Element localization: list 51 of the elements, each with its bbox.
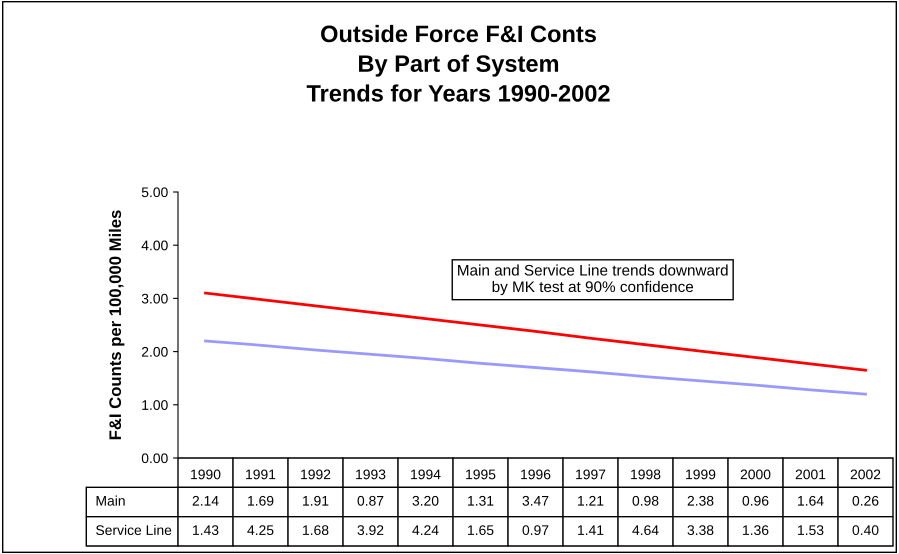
text: 1.64 — [798, 496, 824, 506]
text: 0.40 — [852, 525, 878, 536]
text: Service Line — [96, 524, 172, 536]
text: 3.38 — [688, 525, 714, 536]
x-tick-label: 1990 — [191, 469, 220, 480]
text: 4.24 — [412, 525, 439, 535]
y-tick-label: 0.00 — [142, 453, 168, 464]
x-tick-label: 1991 — [246, 469, 276, 480]
x-tick-label: 1993 — [356, 469, 386, 480]
annotation: Main and Service Line trends downward by MK test at 90% confidence — [458, 264, 728, 296]
y-tick-label: 5.00 — [142, 187, 168, 198]
chart-title: Outside Force F&I Conts By Part of System Trends for Years 1990-2002 — [306, 24, 610, 102]
x-tick-label: 2001 — [796, 469, 826, 480]
y-tick-label: 4.00 — [142, 240, 168, 250]
x-tick-label: 2000 — [740, 469, 770, 480]
text: Main — [96, 496, 125, 506]
text: 1.43 — [193, 525, 218, 536]
text: 1.36 — [743, 525, 768, 536]
y-tick-label: 3.00 — [142, 294, 168, 304]
x-tick-label: 1997 — [576, 469, 606, 480]
text: 2.38 — [688, 496, 714, 506]
text: 1.41 — [578, 525, 604, 535]
line-series — [204, 340, 867, 396]
text: 1.21 — [578, 496, 604, 506]
text: 3.20 — [412, 496, 438, 506]
text: 1.65 — [468, 525, 494, 536]
text: 1.31 — [468, 496, 494, 506]
text: 1.69 — [248, 496, 274, 506]
text: 3.92 — [358, 525, 384, 536]
text: 1.91 — [303, 496, 328, 506]
y-axis-title: F&I Counts per 100,000 Miles — [108, 210, 124, 440]
text: 2.14 — [192, 496, 219, 506]
text: 0.87 — [358, 496, 384, 506]
text: 0.26 — [852, 496, 878, 506]
x-tick-label: 1995 — [466, 469, 496, 480]
y-tick-label: 2.00 — [142, 346, 168, 357]
text: 1.68 — [303, 525, 328, 536]
text: 3.47 — [522, 496, 548, 506]
text: 4.64 — [632, 525, 659, 536]
text: 0.98 — [632, 496, 658, 506]
x-tick-label: 1999 — [686, 469, 716, 480]
x-tick-label: 1996 — [521, 469, 550, 480]
x-tick-label: 2002 — [850, 469, 880, 480]
x-tick-label: 1992 — [301, 469, 330, 480]
y-tick-label: 1.00 — [142, 400, 168, 410]
text: 0.97 — [522, 525, 548, 536]
text: 4.25 — [247, 525, 274, 536]
text: 1.53 — [798, 525, 824, 536]
x-tick-label: 1994 — [411, 469, 441, 480]
text: 0.96 — [742, 496, 768, 506]
x-tick-label: 1998 — [631, 469, 660, 480]
